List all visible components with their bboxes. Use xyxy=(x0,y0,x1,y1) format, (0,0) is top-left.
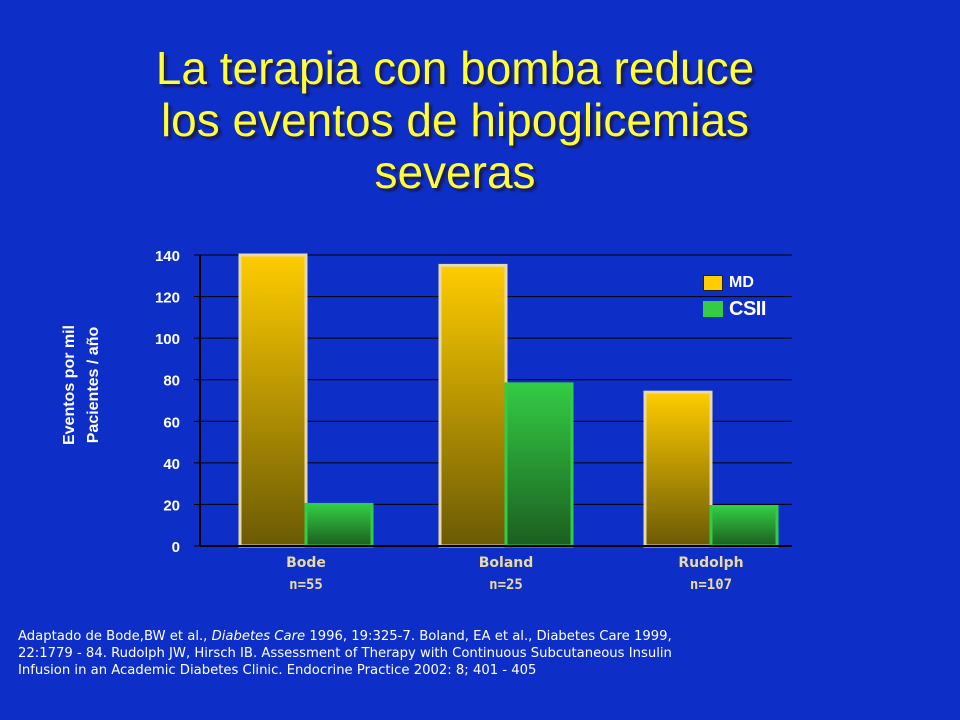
bars xyxy=(238,253,779,548)
bar-md-bode xyxy=(238,253,308,548)
y-tick-label: 80 xyxy=(163,373,180,390)
legend-label-csii: CSII xyxy=(729,297,766,320)
legend-item-csii: CSII xyxy=(703,296,766,322)
title-line-3: severas xyxy=(374,146,536,198)
bar-csii-bode xyxy=(304,502,374,548)
category-sublabel: n=25 xyxy=(489,577,523,593)
y-tick-label: 100 xyxy=(155,331,180,348)
bar-md-boland xyxy=(438,263,508,548)
category-sublabel: n=107 xyxy=(690,577,732,593)
footnote-line-3: Infusion in an Academic Diabetes Clinic.… xyxy=(18,663,537,678)
legend-item-md: MD xyxy=(703,270,766,296)
y-tick-label: 40 xyxy=(163,456,180,473)
category-labels: Bode n=55 Boland n=25 Rudolph n=107 xyxy=(286,555,744,593)
category-sublabel: n=55 xyxy=(289,577,323,593)
footnote-text: 1996, 19:325-7. Boland, EA et al., Diabe… xyxy=(305,629,672,644)
y-axis-label-line-2: Pacientes / año xyxy=(85,326,102,444)
y-tick-labels: 0 20 40 60 80 100 120 140 xyxy=(155,248,180,556)
category-label: Boland xyxy=(479,555,534,571)
legend-swatch-md xyxy=(703,275,723,291)
category-label: Bode xyxy=(286,555,326,571)
footnote-line-1: Adaptado de Bode,BW et al., Diabetes Car… xyxy=(18,628,778,645)
y-tick-label: 120 xyxy=(155,290,180,307)
bar-csii-rudolph xyxy=(709,505,779,548)
legend: MD CSII xyxy=(703,270,766,322)
footnote-line-2: 22:1779 - 84. Rudolph JW, Hirsch IB. Ass… xyxy=(18,646,672,661)
legend-label-md: MD xyxy=(729,274,754,291)
bar-csii-boland xyxy=(504,382,574,548)
y-tick-label: 0 xyxy=(172,539,180,556)
y-tick-label: 140 xyxy=(155,248,180,265)
footnote-text: Adaptado de Bode,BW et al., xyxy=(18,629,212,644)
y-tick-label: 20 xyxy=(163,497,180,514)
footnote-journal: Diabetes Care xyxy=(211,629,306,644)
bar-md-rudolph xyxy=(643,390,713,548)
title-line-1: La terapia con bomba reduce xyxy=(155,42,755,94)
title-line-2: los eventos de hipoglicemias xyxy=(160,94,750,146)
slide-title: La terapia con bomba reduce los eventos … xyxy=(60,42,850,198)
legend-swatch-csii xyxy=(703,301,723,317)
footnote: Adaptado de Bode,BW et al., Diabetes Car… xyxy=(18,628,778,679)
y-axis-label-line-1: Eventos por mil xyxy=(61,324,78,446)
y-tick-label: 60 xyxy=(163,414,180,431)
category-label: Rudolph xyxy=(678,555,743,571)
